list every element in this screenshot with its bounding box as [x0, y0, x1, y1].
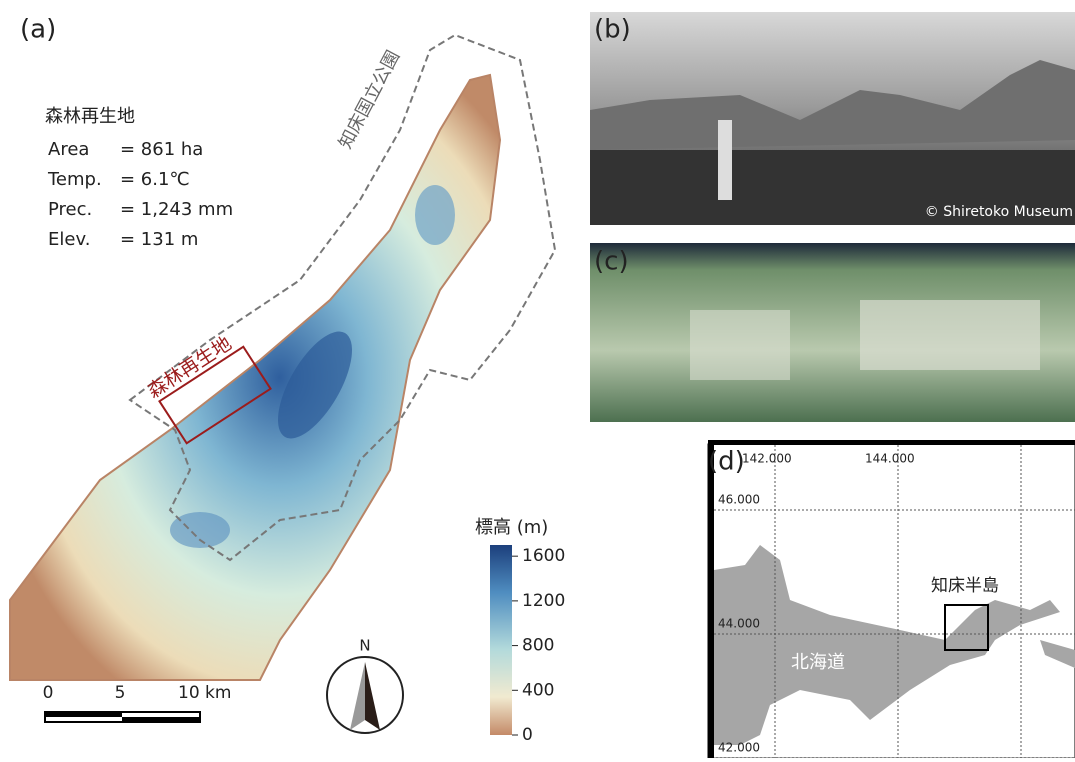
- site-title: 森林再生地: [45, 106, 135, 127]
- colorbar-tick-label: 800: [522, 636, 554, 656]
- map-border: [708, 444, 714, 758]
- stat-name: Temp.: [47, 169, 102, 190]
- clearing: [690, 310, 790, 380]
- stat-value: = 6.1℃: [120, 169, 190, 190]
- person: [718, 120, 732, 200]
- x-tick-label: 142.000: [742, 452, 792, 466]
- colorbar-tick-label: 1600: [522, 546, 565, 566]
- stat-value: = 861 ha: [120, 139, 203, 160]
- photo-credit: © Shiretoko Museum: [925, 204, 1073, 220]
- y-tick-label: 42.000: [718, 741, 760, 755]
- colorbar-tick-label: 1200: [522, 591, 565, 611]
- highland: [415, 185, 455, 245]
- stat-name: Elev.: [48, 229, 90, 250]
- island-label: 北海道: [791, 652, 845, 673]
- colorbar-tick-label: 0: [522, 725, 533, 745]
- highland: [170, 512, 230, 548]
- panel-label: (b): [594, 15, 631, 45]
- panel-label: (d): [708, 447, 745, 477]
- panel-label: (c): [594, 247, 629, 277]
- clearing: [860, 300, 1040, 370]
- stat-value: = 1,243 mm: [120, 199, 233, 220]
- scale-bar: [45, 712, 122, 717]
- page: {"panel_a": {"label": "(a)", "site_title…: [0, 0, 1075, 758]
- y-tick-label: 46.000: [718, 493, 760, 507]
- panel-label: (a): [20, 15, 56, 45]
- colorbar-tick-label: 400: [522, 680, 554, 700]
- scale-label: 0: [43, 683, 54, 703]
- colorbar-title: 標高 (m): [475, 517, 548, 538]
- scale-label: 5: [115, 683, 126, 703]
- north-label: N: [359, 637, 370, 655]
- scale-label: 10 km: [178, 683, 231, 703]
- stat-name: Prec.: [48, 199, 92, 220]
- figure: 森林再生地 知床国立公園 (a) 森林再生地 Area= 861 haTemp.…: [0, 0, 1075, 758]
- map-border: [708, 440, 1075, 445]
- colorbar: [490, 545, 512, 735]
- scale-bar: [122, 717, 200, 722]
- stat-name: Area: [48, 139, 89, 160]
- y-tick-label: 44.000: [718, 617, 760, 631]
- stat-value: = 131 m: [120, 229, 198, 250]
- peninsula-label: 知床半島: [931, 576, 999, 596]
- park-label: 知床国立公園: [335, 47, 404, 152]
- x-tick-label: 144.000: [865, 452, 915, 466]
